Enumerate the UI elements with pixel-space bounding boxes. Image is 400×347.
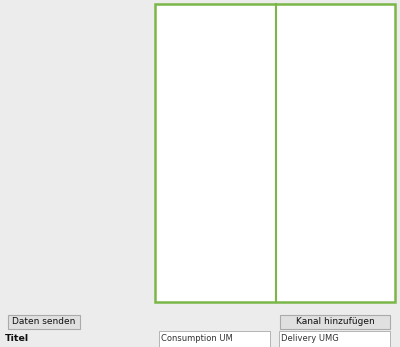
Text: Daten senden: Daten senden [12, 318, 76, 327]
FancyBboxPatch shape [280, 315, 390, 329]
FancyBboxPatch shape [159, 331, 270, 347]
FancyBboxPatch shape [8, 315, 80, 329]
Text: Kanal hinzufügen: Kanal hinzufügen [296, 318, 374, 327]
FancyBboxPatch shape [155, 4, 395, 302]
FancyBboxPatch shape [279, 331, 390, 347]
Text: Delivery UMG: Delivery UMG [281, 334, 339, 343]
Text: Titel: Titel [5, 334, 29, 343]
Text: Consumption UM: Consumption UM [161, 334, 233, 343]
